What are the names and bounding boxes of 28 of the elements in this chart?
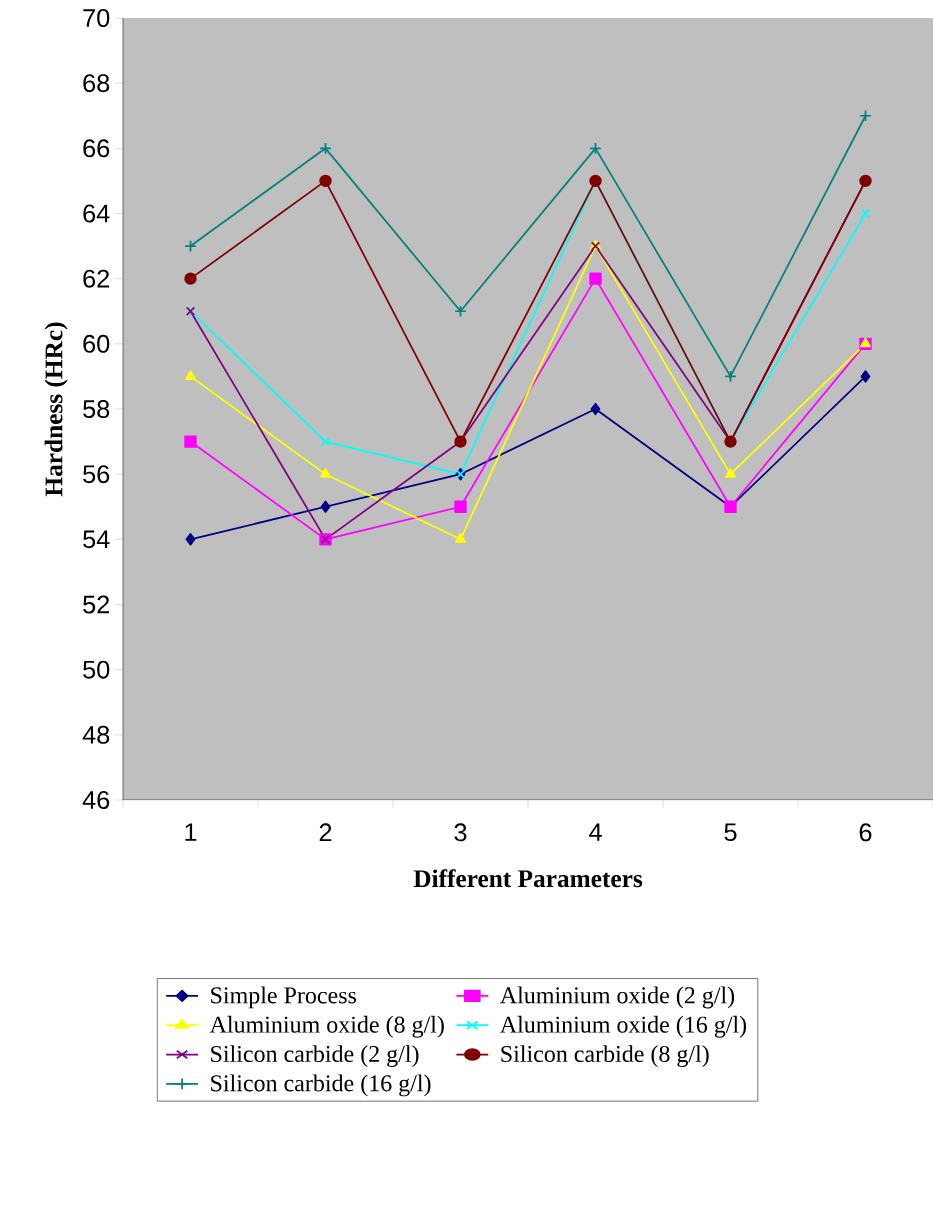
- legend-label: Silicon carbide (2 g/l): [211, 1045, 419, 1068]
- legend-label: Silicon carbide (16 g/l): [211, 1074, 431, 1097]
- y-tick-label: 66: [83, 139, 110, 158]
- y-tick-label: 56: [83, 465, 110, 484]
- x-tick-label: 1: [185, 823, 197, 841]
- x-tick-label: 2: [319, 823, 332, 842]
- y-tick-label: 64: [83, 204, 110, 223]
- y-tick-label: 54: [83, 530, 110, 549]
- y-tick-label: 50: [83, 660, 110, 679]
- x-tick-label: 5: [724, 823, 737, 842]
- y-tick-label: 62: [83, 269, 110, 288]
- y-tick-label: 52: [83, 595, 110, 614]
- y-tick-label: 48: [82, 725, 110, 744]
- y-tick-label: 46: [82, 791, 110, 809]
- legend-label: Aluminium oxide (8 g/l): [209, 1015, 444, 1038]
- y-tick-label: 70: [83, 9, 110, 27]
- x-tick-label: 3: [454, 823, 467, 842]
- y-tick-label: 68: [83, 74, 110, 93]
- y-tick-label: 60: [83, 334, 110, 353]
- legend-label: Silicon carbide (8 g/l): [501, 1045, 709, 1068]
- y-axis-title: Hardness (HRc): [44, 322, 68, 497]
- x-tick-label: 4: [589, 823, 602, 841]
- legend-label: Simple Process: [211, 986, 357, 1009]
- legend-label: Aluminium oxide (16 g/l): [500, 1015, 747, 1038]
- x-tick-label: 6: [859, 823, 872, 842]
- y-tick-label: 58: [83, 400, 110, 418]
- x-axis-title: Different Parameters: [413, 869, 643, 888]
- legend-label: Aluminium oxide (2 g/l): [500, 986, 735, 1009]
